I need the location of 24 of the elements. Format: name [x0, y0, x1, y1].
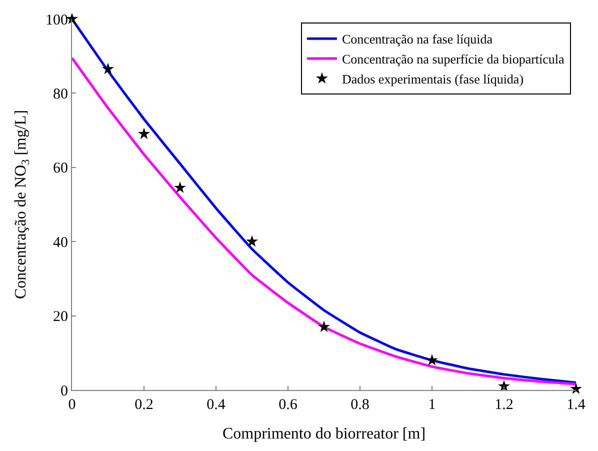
x-tick-label: 0.6 [278, 397, 298, 413]
point [246, 235, 258, 247]
x-tick-label: 1 [428, 397, 436, 413]
x-tick-label: 1.4 [566, 397, 586, 413]
point [318, 320, 330, 332]
point [570, 382, 582, 394]
y-tick-label: 0 [60, 383, 68, 400]
y-tick-label: 40 [53, 234, 68, 251]
point [174, 182, 186, 193]
y-tick-label: 80 [53, 86, 68, 102]
legend-label: Concentração na fase líquida [342, 32, 493, 47]
point [138, 128, 150, 140]
x-tick-label: 0.8 [350, 397, 370, 413]
point [426, 354, 438, 366]
x-axis-title: Comprimento do biorreator [m] [222, 426, 426, 443]
legend-label: Concentração na superfície da biopartícula [342, 52, 565, 67]
point [102, 62, 114, 74]
x-tick-label: 0.4 [206, 397, 226, 413]
x-tick-label: 0.2 [134, 397, 154, 413]
legend-label: Dados experimentais (fase líquida) [342, 72, 524, 87]
y-tick-label: 100 [46, 12, 68, 28]
x-tick-label: 1.2 [494, 397, 514, 413]
y-tick-label: 20 [53, 309, 68, 326]
y-tick-label: 60 [53, 160, 68, 177]
